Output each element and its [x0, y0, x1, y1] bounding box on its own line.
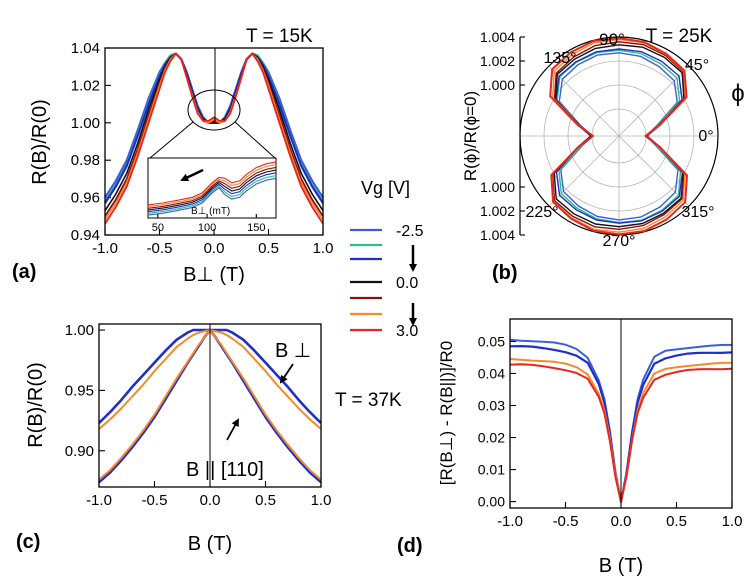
legend-label: 3.0 [396, 323, 418, 340]
angle-label-315: 315° [681, 204, 714, 221]
annotation-b-parallel-arrow [226, 418, 239, 441]
panel-c-ytick-label: 0.95 [65, 382, 94, 399]
angle-label-90: 90° [599, 30, 625, 49]
angle-label-0: 0° [698, 128, 713, 145]
panel-d-ytick-label: 0.00 [478, 494, 505, 510]
inset-series-line [147, 172, 277, 213]
polar-rtick-label: 1.004 [480, 29, 515, 45]
inset-series-line [147, 161, 277, 206]
panel-c-xtick-label: 0.5 [255, 492, 276, 509]
inset-xlabel: B⊥ (mT) [191, 206, 230, 217]
panel-a-xlabel: B⊥ (T) [183, 264, 245, 286]
panel-c-ylabel: R(B)/R(0) [25, 362, 47, 448]
panel-c-xtick-label: -1.0 [86, 492, 112, 509]
panel-b: 1.004 1.002 1.000 1.000 1.002 1.004 90° T = 2… [461, 26, 745, 284]
panel-a: -1.0 -0.5 0.0 0.5 1.0 0.94 0.96 0.98 1.00 1.02 1.0… [12, 26, 333, 286]
panel-a-xtick-label: -1.0 [92, 240, 118, 257]
inset-xtick-label: 150 [247, 222, 265, 234]
inset-series [147, 161, 277, 216]
panel-a-series [104, 52, 324, 225]
inset-xtick-label: 50 [152, 222, 164, 234]
panel-c-frame [98, 323, 322, 488]
polar-series-line [549, 37, 688, 236]
polar-rtick-label: 1.000 [480, 179, 515, 195]
phi-symbol: ϕ [731, 80, 744, 107]
panel-b-label: (b) [492, 262, 518, 284]
annotation-b-perp: B ⊥ [275, 340, 311, 362]
inset-series-line [147, 177, 277, 216]
panel-d-ytick-label: 0.02 [478, 430, 505, 446]
panel-a-label: (a) [12, 261, 36, 283]
panel-d-xtick-label: 0.0 [611, 513, 632, 530]
panel-a-ytick-label: 0.94 [71, 227, 100, 244]
annotation-b-parallel: B || [110] [186, 459, 264, 481]
zoom-circle [187, 89, 241, 131]
inset-arrow [180, 168, 204, 182]
inset-series-line [147, 169, 277, 211]
panel-a-ylabel: R(B)/R(0) [29, 99, 51, 185]
panel-a-ytick-label: 1.04 [71, 40, 100, 57]
polar-rtick-label: 1.000 [480, 77, 515, 93]
panel-d-ylabel: [R(B⊥) - R(B||)]/R0 [437, 341, 456, 486]
legend: Vg [V] -2.5 0.0 3.0 [350, 178, 424, 340]
panel-c-temperature: T = 37K [335, 390, 402, 411]
panel-c-xlabel: B (T) [188, 533, 232, 555]
panel-b-ylabel: R(ϕ)/R(ϕ=0) [461, 91, 480, 181]
panel-d-xlabel: B (T) [599, 555, 643, 577]
panel-a-ytick-label: 1.00 [71, 115, 100, 132]
polar-rtick-label: 1.004 [480, 227, 515, 243]
angle-label-135: 135° [543, 50, 576, 67]
zoom-connector-left [149, 121, 194, 159]
panel-a-series-line [104, 52, 324, 221]
legend-label: 0.0 [396, 275, 418, 292]
polar-rtick-label: 1.002 [480, 53, 515, 69]
panel-d-ytick-label: 0.04 [478, 365, 505, 381]
panel-a-xtick-label: 1.0 [313, 240, 334, 257]
panel-c-xtick-label: 1.0 [311, 492, 332, 509]
panel-d-label: (d) [397, 535, 423, 557]
polar-rtick-label: 1.002 [480, 203, 515, 219]
panel-a-series-line [104, 52, 324, 212]
annotation-b-perp-arrow [279, 363, 294, 384]
panel-d-xtick-label: 0.5 [666, 513, 687, 530]
panel-d-ytick-label: 0.01 [478, 462, 505, 478]
panel-c-ytick-label: 1.00 [65, 322, 94, 339]
panel-c-label: (c) [16, 531, 40, 553]
panel-a-xtick-label: 0.5 [258, 240, 279, 257]
panel-d-xtick-label: 1.0 [722, 513, 743, 530]
polar-axis-diag [548, 65, 690, 207]
inset-series-line [147, 175, 277, 214]
panel-d-xtick-label: -1.0 [497, 513, 523, 530]
panel-a-ytick-label: 1.02 [71, 77, 100, 94]
panel-c: -1.0 -0.5 0.0 0.5 1.0 0.90 0.95 1.00 B ⊥ B || [… [16, 322, 331, 555]
inset-series-line [147, 164, 277, 208]
panel-a-temperature: T = 15K [246, 26, 313, 47]
legend-label: -2.5 [396, 223, 424, 240]
panel-a-ytick-label: 0.98 [71, 152, 100, 169]
panel-d-xtick-label: -0.5 [553, 513, 579, 530]
panel-d-ytick-label: 0.03 [478, 397, 505, 413]
panel-a-ytick-label: 0.96 [71, 190, 100, 207]
panel-c-xtick-label: -0.5 [142, 492, 168, 509]
panel-c-xtick-label: 0.0 [200, 492, 221, 509]
panel-d-ytick-label: 0.05 [478, 333, 505, 349]
panel-c-ytick-label: 0.90 [65, 443, 94, 460]
angle-label-270: 270° [602, 233, 635, 250]
panel-a-xtick-label: 0.0 [204, 240, 225, 257]
panel-b-temperature: T = 25K [646, 26, 713, 47]
panel-d: -1.0 -0.5 0.0 0.5 1.0 0.00 0.01 0.02 0.03 0.04 0.0… [397, 318, 743, 577]
panel-a-series-line [104, 52, 324, 225]
angle-label-45: 45° [685, 57, 709, 74]
panel-a-frame [104, 47, 324, 236]
panel-b-series [549, 37, 688, 236]
inset-xtick-label: 100 [198, 222, 216, 234]
angle-label-225: 225° [525, 204, 558, 221]
panel-a-xtick-label: -0.5 [147, 240, 173, 257]
inset-series-line [147, 166, 277, 209]
panel-d-frame [509, 318, 733, 509]
zoom-connector-right [234, 121, 276, 159]
legend-title: Vg [V] [361, 178, 410, 198]
